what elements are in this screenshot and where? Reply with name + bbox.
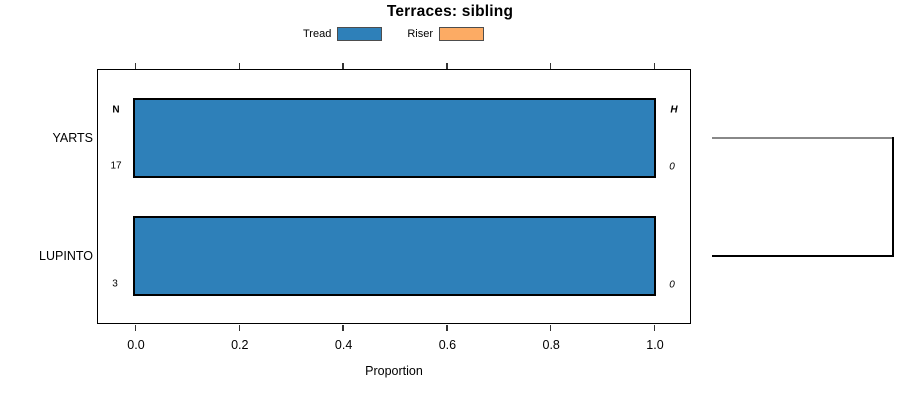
x-axis-tick-label: 0.8: [542, 337, 560, 352]
chart-title: Terraces: sibling: [386, 3, 514, 20]
category-label-yarts: YARTS: [52, 131, 93, 145]
x-axis-tick-bottom: [134, 324, 137, 331]
x-axis-tick-top: [342, 62, 344, 69]
plot-area: [97, 62, 691, 331]
legend-label-tread: Tread: [303, 27, 332, 40]
legend-swatch-tread: [337, 26, 383, 41]
n-value-lupinto: 3: [112, 278, 118, 289]
x-axis-tick-bottom: [342, 324, 344, 331]
column-header-n: N: [112, 104, 120, 116]
legend-item-riser: Riser: [407, 26, 484, 41]
legend-item-tread: Tread: [303, 26, 383, 41]
bar-segment-tread-yarts: [133, 98, 656, 178]
n-value-yarts: 17: [110, 160, 122, 172]
x-axis-title: Proportion: [365, 364, 423, 378]
dendrogram-branch-lupinto: [712, 254, 894, 257]
legend: Tread Riser: [303, 26, 484, 41]
column-header-h: H: [670, 104, 678, 116]
bar-segment-tread-lupinto: [133, 216, 656, 296]
x-axis-tick-bottom: [653, 324, 656, 331]
legend-swatch-riser: [439, 26, 484, 41]
x-axis-tick-label: 1.0: [646, 337, 664, 352]
x-axis-tick-top: [446, 62, 448, 69]
dendrogram-branch-yarts: [712, 136, 894, 139]
dendrogram-vertical-connector: [892, 136, 894, 257]
x-axis-tick-top: [134, 62, 137, 69]
h-value-lupinto: 0: [669, 279, 675, 290]
h-value-yarts: 0: [669, 161, 675, 172]
x-axis-tick-top: [549, 62, 552, 69]
category-label-lupinto: LUPINTO: [39, 248, 93, 263]
x-axis-tick-bottom: [549, 324, 552, 331]
x-axis-tick-label: 0.0: [127, 337, 145, 352]
x-axis-tick-label: 0.6: [438, 337, 457, 352]
x-axis-tick-top: [653, 62, 656, 69]
x-axis-tick-label: 0.2: [231, 337, 249, 352]
x-axis-tick-top: [238, 62, 241, 69]
legend-label-riser: Riser: [407, 27, 433, 40]
x-axis-tick-bottom: [446, 324, 448, 331]
x-axis-tick-label: 0.4: [334, 337, 353, 352]
x-axis-tick-bottom: [238, 324, 241, 331]
